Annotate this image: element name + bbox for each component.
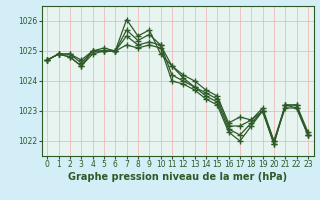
X-axis label: Graphe pression niveau de la mer (hPa): Graphe pression niveau de la mer (hPa)	[68, 172, 287, 182]
